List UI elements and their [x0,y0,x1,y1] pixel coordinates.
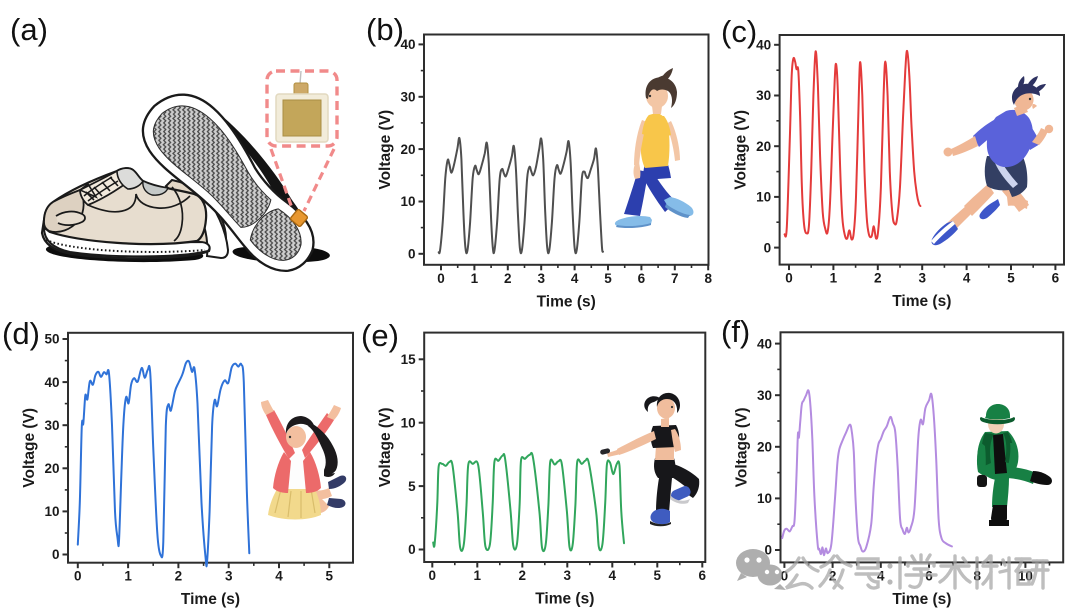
svg-text:5: 5 [326,569,334,584]
svg-text:Time (s): Time (s) [535,591,594,608]
svg-text:20: 20 [756,139,771,154]
svg-text:6: 6 [638,271,646,286]
svg-text:0: 0 [429,568,437,583]
svg-text:5: 5 [604,271,612,286]
svg-text:Voltage (V): Voltage (V) [734,407,751,487]
svg-text:4: 4 [275,569,283,584]
svg-text:20: 20 [44,461,59,476]
svg-text:10: 10 [756,190,771,205]
svg-text:2: 2 [519,568,527,583]
svg-text:0: 0 [74,569,82,584]
svg-text:40: 40 [44,375,59,390]
svg-text:10: 10 [44,504,59,519]
svg-text:10: 10 [400,194,415,209]
svg-text:1: 1 [830,271,838,286]
svg-text:5: 5 [654,568,662,583]
svg-text:6: 6 [1052,271,1060,286]
svg-text:(b): (b) [366,12,404,47]
svg-text:5: 5 [408,479,416,494]
svg-text:3: 3 [537,271,545,286]
svg-text:(e): (e) [361,318,399,353]
svg-text:(f): (f) [721,314,750,349]
svg-text:30: 30 [44,418,59,433]
svg-text:0: 0 [764,543,772,558]
svg-text:1: 1 [124,569,132,584]
svg-text:30: 30 [400,90,415,105]
svg-text:(d): (d) [2,316,40,351]
svg-text:20: 20 [757,440,772,455]
svg-text:0: 0 [408,542,416,557]
svg-text:7: 7 [671,271,679,286]
svg-text:15: 15 [401,352,417,367]
svg-text:50: 50 [44,332,59,347]
svg-text:Voltage (V): Voltage (V) [733,110,750,190]
svg-text:4: 4 [571,271,579,286]
svg-text:40: 40 [757,336,772,351]
svg-text:0: 0 [781,568,789,583]
svg-text:10: 10 [757,491,772,506]
svg-text:8: 8 [704,271,712,286]
svg-text:40: 40 [400,37,415,52]
svg-text:0: 0 [785,271,793,286]
svg-text:0: 0 [52,547,60,562]
svg-text:4: 4 [963,271,971,286]
svg-text:30: 30 [756,88,771,103]
svg-text:6: 6 [699,568,707,583]
svg-text:Voltage (V): Voltage (V) [377,407,394,487]
svg-text:4: 4 [609,568,617,583]
svg-text:3: 3 [564,568,572,583]
svg-text:2: 2 [504,271,512,286]
svg-text:30: 30 [757,388,772,403]
svg-text:20: 20 [400,142,415,157]
svg-text:Time (s): Time (s) [181,591,240,608]
svg-text:Voltage (V): Voltage (V) [21,408,38,488]
svg-text:0: 0 [764,240,772,255]
svg-text:5: 5 [1007,271,1015,286]
svg-text:1: 1 [471,271,479,286]
svg-text:1: 1 [474,568,482,583]
svg-text:0: 0 [408,247,416,262]
svg-text:Time (s): Time (s) [537,293,596,310]
svg-text:3: 3 [225,569,233,584]
svg-text:0: 0 [437,271,445,286]
svg-text:40: 40 [756,38,771,53]
svg-text:(c): (c) [721,14,757,49]
svg-text:Voltage (V): Voltage (V) [377,110,394,190]
svg-text:10: 10 [401,415,416,430]
svg-text:2: 2 [175,569,183,584]
svg-text:(a): (a) [10,12,48,47]
svg-text:3: 3 [918,271,926,286]
svg-text:Time (s): Time (s) [892,591,951,608]
svg-text:Time (s): Time (s) [892,293,951,310]
svg-text:2: 2 [874,271,882,286]
svg-text:4: 4 [877,568,885,583]
